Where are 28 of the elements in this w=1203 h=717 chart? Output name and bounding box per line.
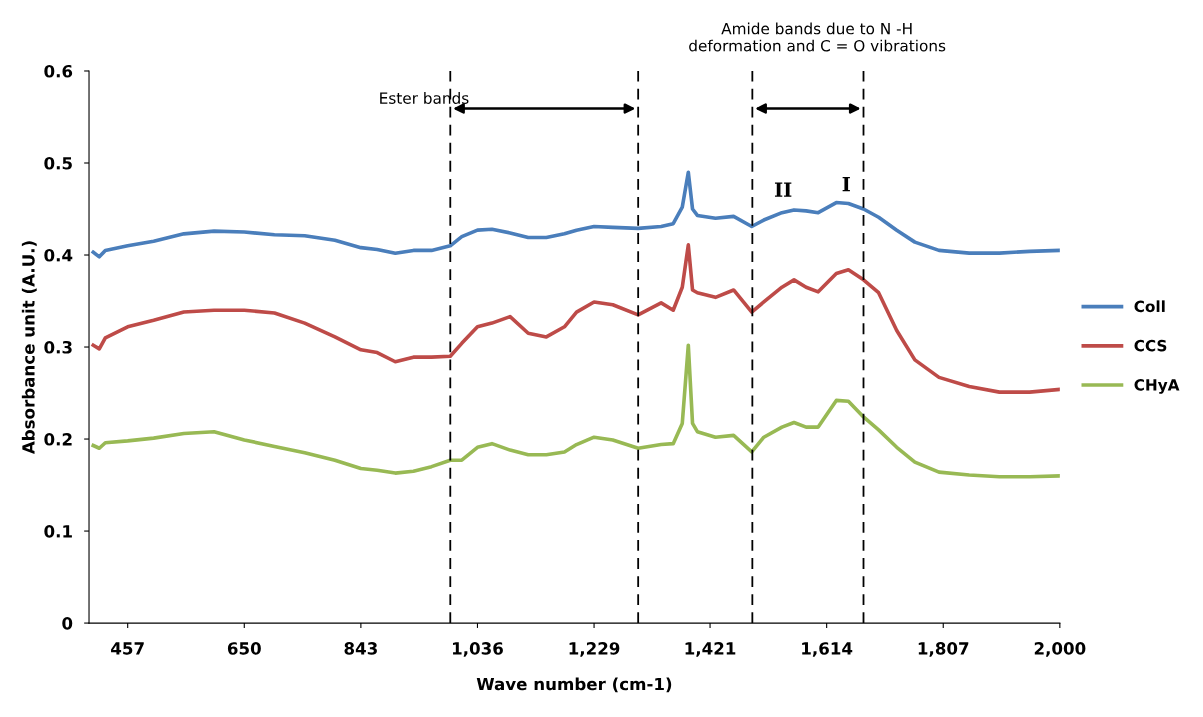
- x-tick-label: 1,807: [918, 642, 969, 657]
- text: Amide bands due to N -H deformation and C = O vibrations: [689, 22, 946, 52]
- y-tick-label: 0.5: [44, 156, 72, 170]
- x-tick-label: 1,229: [569, 642, 620, 657]
- y-tick-label: 0.4: [44, 248, 73, 262]
- annotation: I: [842, 176, 850, 192]
- y-tick-label: 0: [62, 617, 73, 630]
- x-tick-label: 1,036: [452, 642, 503, 657]
- y-tick-label: 0.1: [44, 525, 72, 538]
- line-series: [91, 170, 1060, 259]
- line-series: [91, 243, 1060, 394]
- x-tick-label: 457: [111, 642, 144, 655]
- x-tick-label: 1,421: [685, 642, 736, 657]
- y-axis-title: Absorbance unit (A.U.): [21, 241, 37, 455]
- x-tick-label: 843: [344, 642, 377, 655]
- annotation: Ester bands: [380, 92, 469, 104]
- x-axis-title: Wave number (cm-1): [476, 677, 672, 693]
- annotation: II: [774, 182, 792, 197]
- y-tick-label: 0.6: [44, 64, 73, 78]
- legend-label: Coll: [1134, 300, 1165, 313]
- y-tick-label: 0.3: [44, 340, 72, 354]
- legend-label: CHyA: [1134, 379, 1180, 394]
- line-series: [91, 343, 1060, 479]
- y-tick-label: 0.2: [44, 433, 72, 446]
- x-tick-label: 650: [227, 642, 261, 655]
- x-tick-label: 2,000: [1034, 642, 1086, 657]
- x-tick-label: 1,614: [802, 642, 853, 657]
- legend-label: CCS: [1134, 339, 1167, 352]
